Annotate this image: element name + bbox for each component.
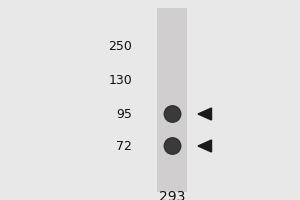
Ellipse shape bbox=[164, 138, 181, 154]
Text: 293: 293 bbox=[159, 190, 186, 200]
Text: 72: 72 bbox=[116, 140, 132, 152]
Polygon shape bbox=[198, 140, 211, 152]
Ellipse shape bbox=[164, 106, 181, 122]
Text: 130: 130 bbox=[108, 73, 132, 86]
Text: 95: 95 bbox=[116, 108, 132, 120]
Text: 250: 250 bbox=[108, 40, 132, 52]
Polygon shape bbox=[198, 108, 211, 120]
Bar bbox=[158, 8, 188, 192]
